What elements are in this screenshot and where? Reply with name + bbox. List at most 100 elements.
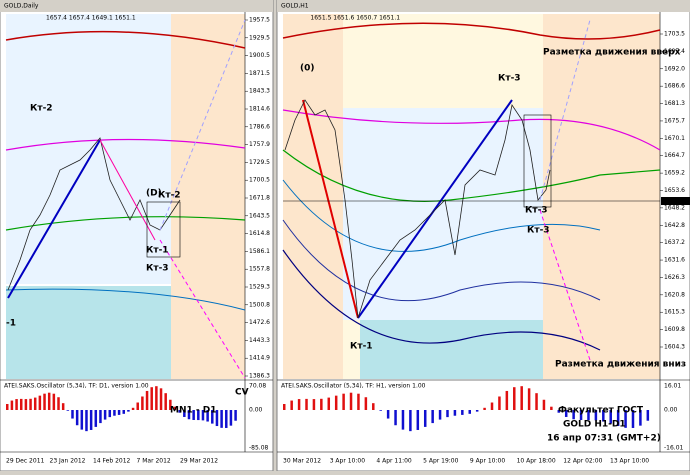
date-label: 12 Apr 02:00 <box>563 458 602 465</box>
osc-bar <box>169 399 172 410</box>
annotation: Кт-1 <box>146 246 169 256</box>
date-label: 3 Apr 10:00 <box>330 458 365 465</box>
trend-line <box>7 139 101 299</box>
osc-bar <box>33 397 37 410</box>
date-label: 9 Apr 10:00 <box>470 458 505 465</box>
trend-line <box>357 99 513 319</box>
price-label: 1786.6 <box>249 123 270 130</box>
price-label: 1631.6 <box>664 257 685 264</box>
osc-bar <box>409 410 412 432</box>
osc-bar <box>127 410 130 412</box>
price-label: 1609.8 <box>664 326 685 333</box>
price-tag <box>661 197 690 205</box>
zone <box>343 108 543 320</box>
osc-bar <box>52 393 56 410</box>
osc-bar <box>178 410 181 413</box>
price-label: 1637.2 <box>664 239 685 246</box>
osc-bar <box>446 410 449 418</box>
osc-bar <box>602 410 605 422</box>
osc-bar <box>542 399 546 410</box>
osc-bar <box>594 410 598 421</box>
osc-bar <box>103 410 107 420</box>
osc-bar <box>122 410 125 414</box>
osc-bar <box>401 410 405 430</box>
price-label: 1671.8 <box>249 195 270 202</box>
osc-bar <box>639 410 642 426</box>
osc-bar <box>234 410 237 421</box>
price-label: 1729.5 <box>249 159 270 166</box>
date-label: 29 Dec 2011 <box>6 458 45 465</box>
annotation: Кт-2 <box>158 191 181 201</box>
price-label: 1664.7 <box>664 152 685 159</box>
annotation: (D) <box>146 189 162 199</box>
osc-bar <box>431 410 434 424</box>
osc-bar <box>57 397 60 410</box>
annotation: Кт-3 <box>525 206 548 216</box>
osc-bar <box>490 402 494 410</box>
price-label: 1659.2 <box>664 170 685 177</box>
price-label: 1557.8 <box>249 266 270 273</box>
date-label: 30 Mar 2012 <box>283 458 321 465</box>
osc-bar <box>572 410 575 420</box>
osc-bar <box>66 410 70 411</box>
title-bar <box>0 0 273 12</box>
price-label: 1386.3 <box>249 373 270 380</box>
osc-bar <box>29 398 32 410</box>
band-line <box>5 288 246 311</box>
osc-bar <box>461 410 464 415</box>
osc-bar <box>646 410 650 421</box>
date-label: 14 Feb 2012 <box>93 458 131 465</box>
osc-bar <box>312 399 316 410</box>
osc-bar <box>71 410 74 419</box>
price-label: 1653.6 <box>664 187 685 194</box>
price-label: 1900.5 <box>249 52 270 59</box>
osc-bar <box>305 398 308 410</box>
date-label: 7 Mar 2012 <box>137 458 171 465</box>
osc-bar <box>505 390 509 410</box>
osc-bar <box>94 410 98 427</box>
annotation: MN1 - D1 <box>170 406 217 416</box>
osc-bar <box>80 410 84 430</box>
osc-scale: 70.08 <box>249 383 266 390</box>
band-line <box>5 30 246 49</box>
osc-bar <box>327 397 331 410</box>
price-label: 1626.3 <box>664 274 685 281</box>
osc-bar <box>43 393 46 410</box>
title-bar <box>277 0 690 12</box>
osc-bar <box>513 387 516 410</box>
osc-bar <box>550 406 553 410</box>
osc-bar <box>192 410 195 420</box>
annotation: Кт-2 <box>30 104 53 114</box>
osc-bar <box>290 400 293 410</box>
price-label: 1957.5 <box>249 17 270 24</box>
price-label: 1642.8 <box>664 222 685 229</box>
osc-bar <box>10 400 14 410</box>
price-line <box>7 137 181 291</box>
osc-bar <box>527 388 531 410</box>
osc-bar <box>145 390 149 410</box>
osc-bar <box>631 410 635 428</box>
osc-bar <box>211 410 214 424</box>
osc-bar <box>85 410 88 432</box>
box <box>523 114 552 208</box>
osc-bar <box>416 410 420 430</box>
osc-bar <box>364 397 368 410</box>
annotation: Кт-3 <box>498 74 521 84</box>
osc-bar <box>357 393 360 410</box>
price-label: 1675.7 <box>664 117 685 124</box>
osc-bar <box>423 410 427 427</box>
osc-bar <box>215 410 219 427</box>
price-label: 1843.3 <box>249 88 270 95</box>
osc-bar <box>483 407 486 410</box>
trend-line <box>539 19 591 201</box>
osc-bar <box>587 410 590 421</box>
trend-line <box>539 209 591 361</box>
box <box>146 201 181 258</box>
trend-line <box>159 239 246 379</box>
band-line <box>282 109 661 151</box>
annotation: Разметка движения вверх <box>543 48 681 58</box>
date-label: 23 Jan 2012 <box>50 458 86 465</box>
quote: 1651.5 1651.6 1650.7 1651.1 <box>310 15 400 22</box>
price-label: 1529.3 <box>249 284 270 291</box>
osc-bar <box>498 396 501 410</box>
